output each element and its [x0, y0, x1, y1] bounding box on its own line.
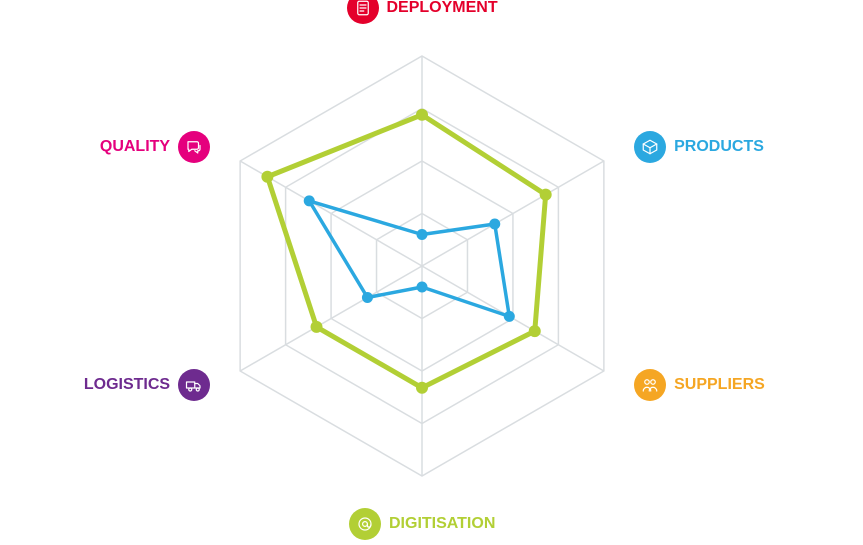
radar-marker-inner [417, 229, 428, 240]
suppliers-icon [634, 369, 666, 401]
radar-chart-svg [0, 0, 863, 545]
axis-label-deployment: DEPLOYMENT [347, 0, 498, 24]
axis-label-text: PRODUCTS [674, 138, 764, 156]
radar-marker-inner [504, 311, 515, 322]
radar-marker-inner [304, 195, 315, 206]
radar-chart-container: DEPLOYMENT PRODUCTS SUPPLIERS DIGITISATION L… [0, 0, 863, 545]
axis-label-text: QUALITY [100, 138, 170, 156]
axis-label-text: DIGITISATION [389, 515, 495, 533]
digitisation-icon [349, 508, 381, 540]
axis-label-text: LOGISTICS [84, 376, 170, 394]
radar-marker-inner [362, 292, 373, 303]
deployment-icon [347, 0, 379, 24]
radar-marker-outer [540, 189, 552, 201]
radar-marker-outer [261, 171, 273, 183]
axis-label-logistics: LOGISTICS [84, 369, 210, 401]
axis-label-digitisation: DIGITISATION [349, 508, 495, 540]
radar-marker-inner [489, 219, 500, 230]
radar-marker-outer [416, 109, 428, 121]
radar-marker-outer [529, 325, 541, 337]
radar-marker-outer [416, 382, 428, 394]
logistics-icon [178, 369, 210, 401]
axis-label-text: SUPPLIERS [674, 376, 765, 394]
axis-label-text: DEPLOYMENT [387, 0, 498, 17]
radar-marker-inner [417, 282, 428, 293]
axis-label-products: PRODUCTS [634, 131, 764, 163]
products-icon [634, 131, 666, 163]
axis-label-quality: QUALITY [100, 131, 210, 163]
quality-icon [178, 131, 210, 163]
radar-marker-outer [311, 321, 323, 333]
axis-label-suppliers: SUPPLIERS [634, 369, 765, 401]
